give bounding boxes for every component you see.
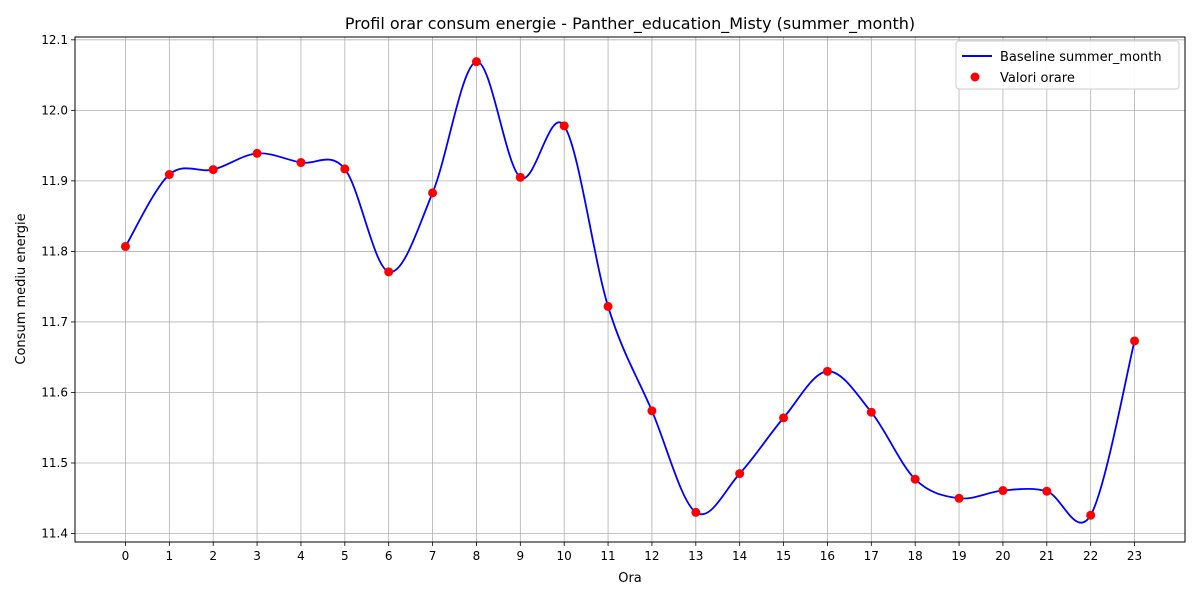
data-point bbox=[1042, 486, 1052, 496]
x-tick-label: 4 bbox=[297, 549, 305, 563]
data-point bbox=[252, 148, 262, 158]
y-tick-label: 12.1 bbox=[41, 33, 68, 47]
data-point bbox=[471, 57, 481, 67]
x-tick-label: 3 bbox=[253, 549, 261, 563]
legend-label-baseline: Baseline summer_month bbox=[1000, 50, 1162, 65]
data-point bbox=[691, 507, 701, 517]
data-point bbox=[515, 172, 525, 182]
x-tick-label: 5 bbox=[341, 549, 349, 563]
x-tick-label: 20 bbox=[995, 549, 1010, 563]
x-tick-label: 17 bbox=[864, 549, 879, 563]
x-tick-label: 12 bbox=[644, 549, 659, 563]
x-tick-label: 11 bbox=[600, 549, 615, 563]
y-tick-label: 11.5 bbox=[41, 456, 68, 470]
x-tick-label: 16 bbox=[820, 549, 835, 563]
x-tick-label: 0 bbox=[122, 549, 130, 563]
data-point bbox=[1086, 510, 1096, 520]
data-point bbox=[735, 469, 745, 479]
x-tick-label: 18 bbox=[908, 549, 923, 563]
y-tick-label: 11.7 bbox=[41, 315, 68, 329]
x-tick-label: 1 bbox=[166, 549, 174, 563]
data-point bbox=[779, 413, 789, 423]
y-tick-label: 11.6 bbox=[41, 385, 68, 399]
data-point bbox=[954, 493, 964, 503]
x-tick-label: 8 bbox=[473, 549, 481, 563]
legend: Baseline summer_month Valori orare bbox=[955, 40, 1180, 90]
x-tick-label: 14 bbox=[732, 549, 747, 563]
data-point bbox=[559, 121, 569, 131]
data-point bbox=[384, 267, 394, 277]
grid bbox=[75, 37, 1185, 542]
x-tick-label: 19 bbox=[951, 549, 966, 563]
plot-frame bbox=[74, 36, 1186, 543]
legend-box bbox=[955, 40, 1180, 90]
series-line-baseline bbox=[124, 60, 1136, 524]
x-tick-label: 22 bbox=[1083, 549, 1098, 563]
data-point bbox=[647, 406, 657, 416]
x-tick-label: 21 bbox=[1039, 549, 1054, 563]
x-tick-label: 10 bbox=[557, 549, 572, 563]
y-tick-label: 11.4 bbox=[41, 527, 68, 541]
plot-area bbox=[120, 57, 1140, 524]
data-point bbox=[910, 474, 920, 484]
x-axis-ticks: 0 1 2 3 4 5 6 7 8 9 10 11 12 13 14 15 16 17 18 19 20 21 22 23 bbox=[122, 542, 1142, 563]
legend-label-hourly: Valori orare bbox=[1000, 71, 1075, 86]
x-tick-label: 23 bbox=[1127, 549, 1142, 563]
data-point bbox=[208, 165, 218, 175]
x-tick-label: 15 bbox=[776, 549, 791, 563]
y-tick-label: 12.0 bbox=[41, 103, 68, 117]
data-point bbox=[1130, 336, 1140, 346]
chart-title: Profil orar consum energie - Panther_edu… bbox=[345, 14, 915, 34]
data-point bbox=[120, 241, 130, 251]
data-point bbox=[428, 188, 438, 198]
y-axis-label: Consum mediu energie bbox=[14, 213, 29, 364]
y-axis-ticks: 11.4 11.5 11.6 11.7 11.8 11.9 12.0 12.1 bbox=[41, 33, 75, 541]
x-tick-label: 2 bbox=[209, 549, 217, 563]
x-tick-label: 9 bbox=[516, 549, 524, 563]
data-point bbox=[603, 301, 613, 311]
data-point bbox=[340, 164, 350, 174]
data-point bbox=[998, 486, 1008, 496]
data-point bbox=[296, 158, 306, 168]
y-tick-label: 11.8 bbox=[41, 244, 68, 258]
x-tick-label: 13 bbox=[688, 549, 703, 563]
data-point bbox=[822, 366, 832, 376]
data-point bbox=[164, 170, 174, 180]
data-point bbox=[866, 407, 876, 417]
x-tick-label: 6 bbox=[385, 549, 393, 563]
legend-marker-swatch bbox=[970, 72, 980, 82]
x-axis-label: Ora bbox=[618, 571, 642, 586]
y-tick-label: 11.9 bbox=[41, 174, 68, 188]
x-tick-label: 7 bbox=[429, 549, 437, 563]
